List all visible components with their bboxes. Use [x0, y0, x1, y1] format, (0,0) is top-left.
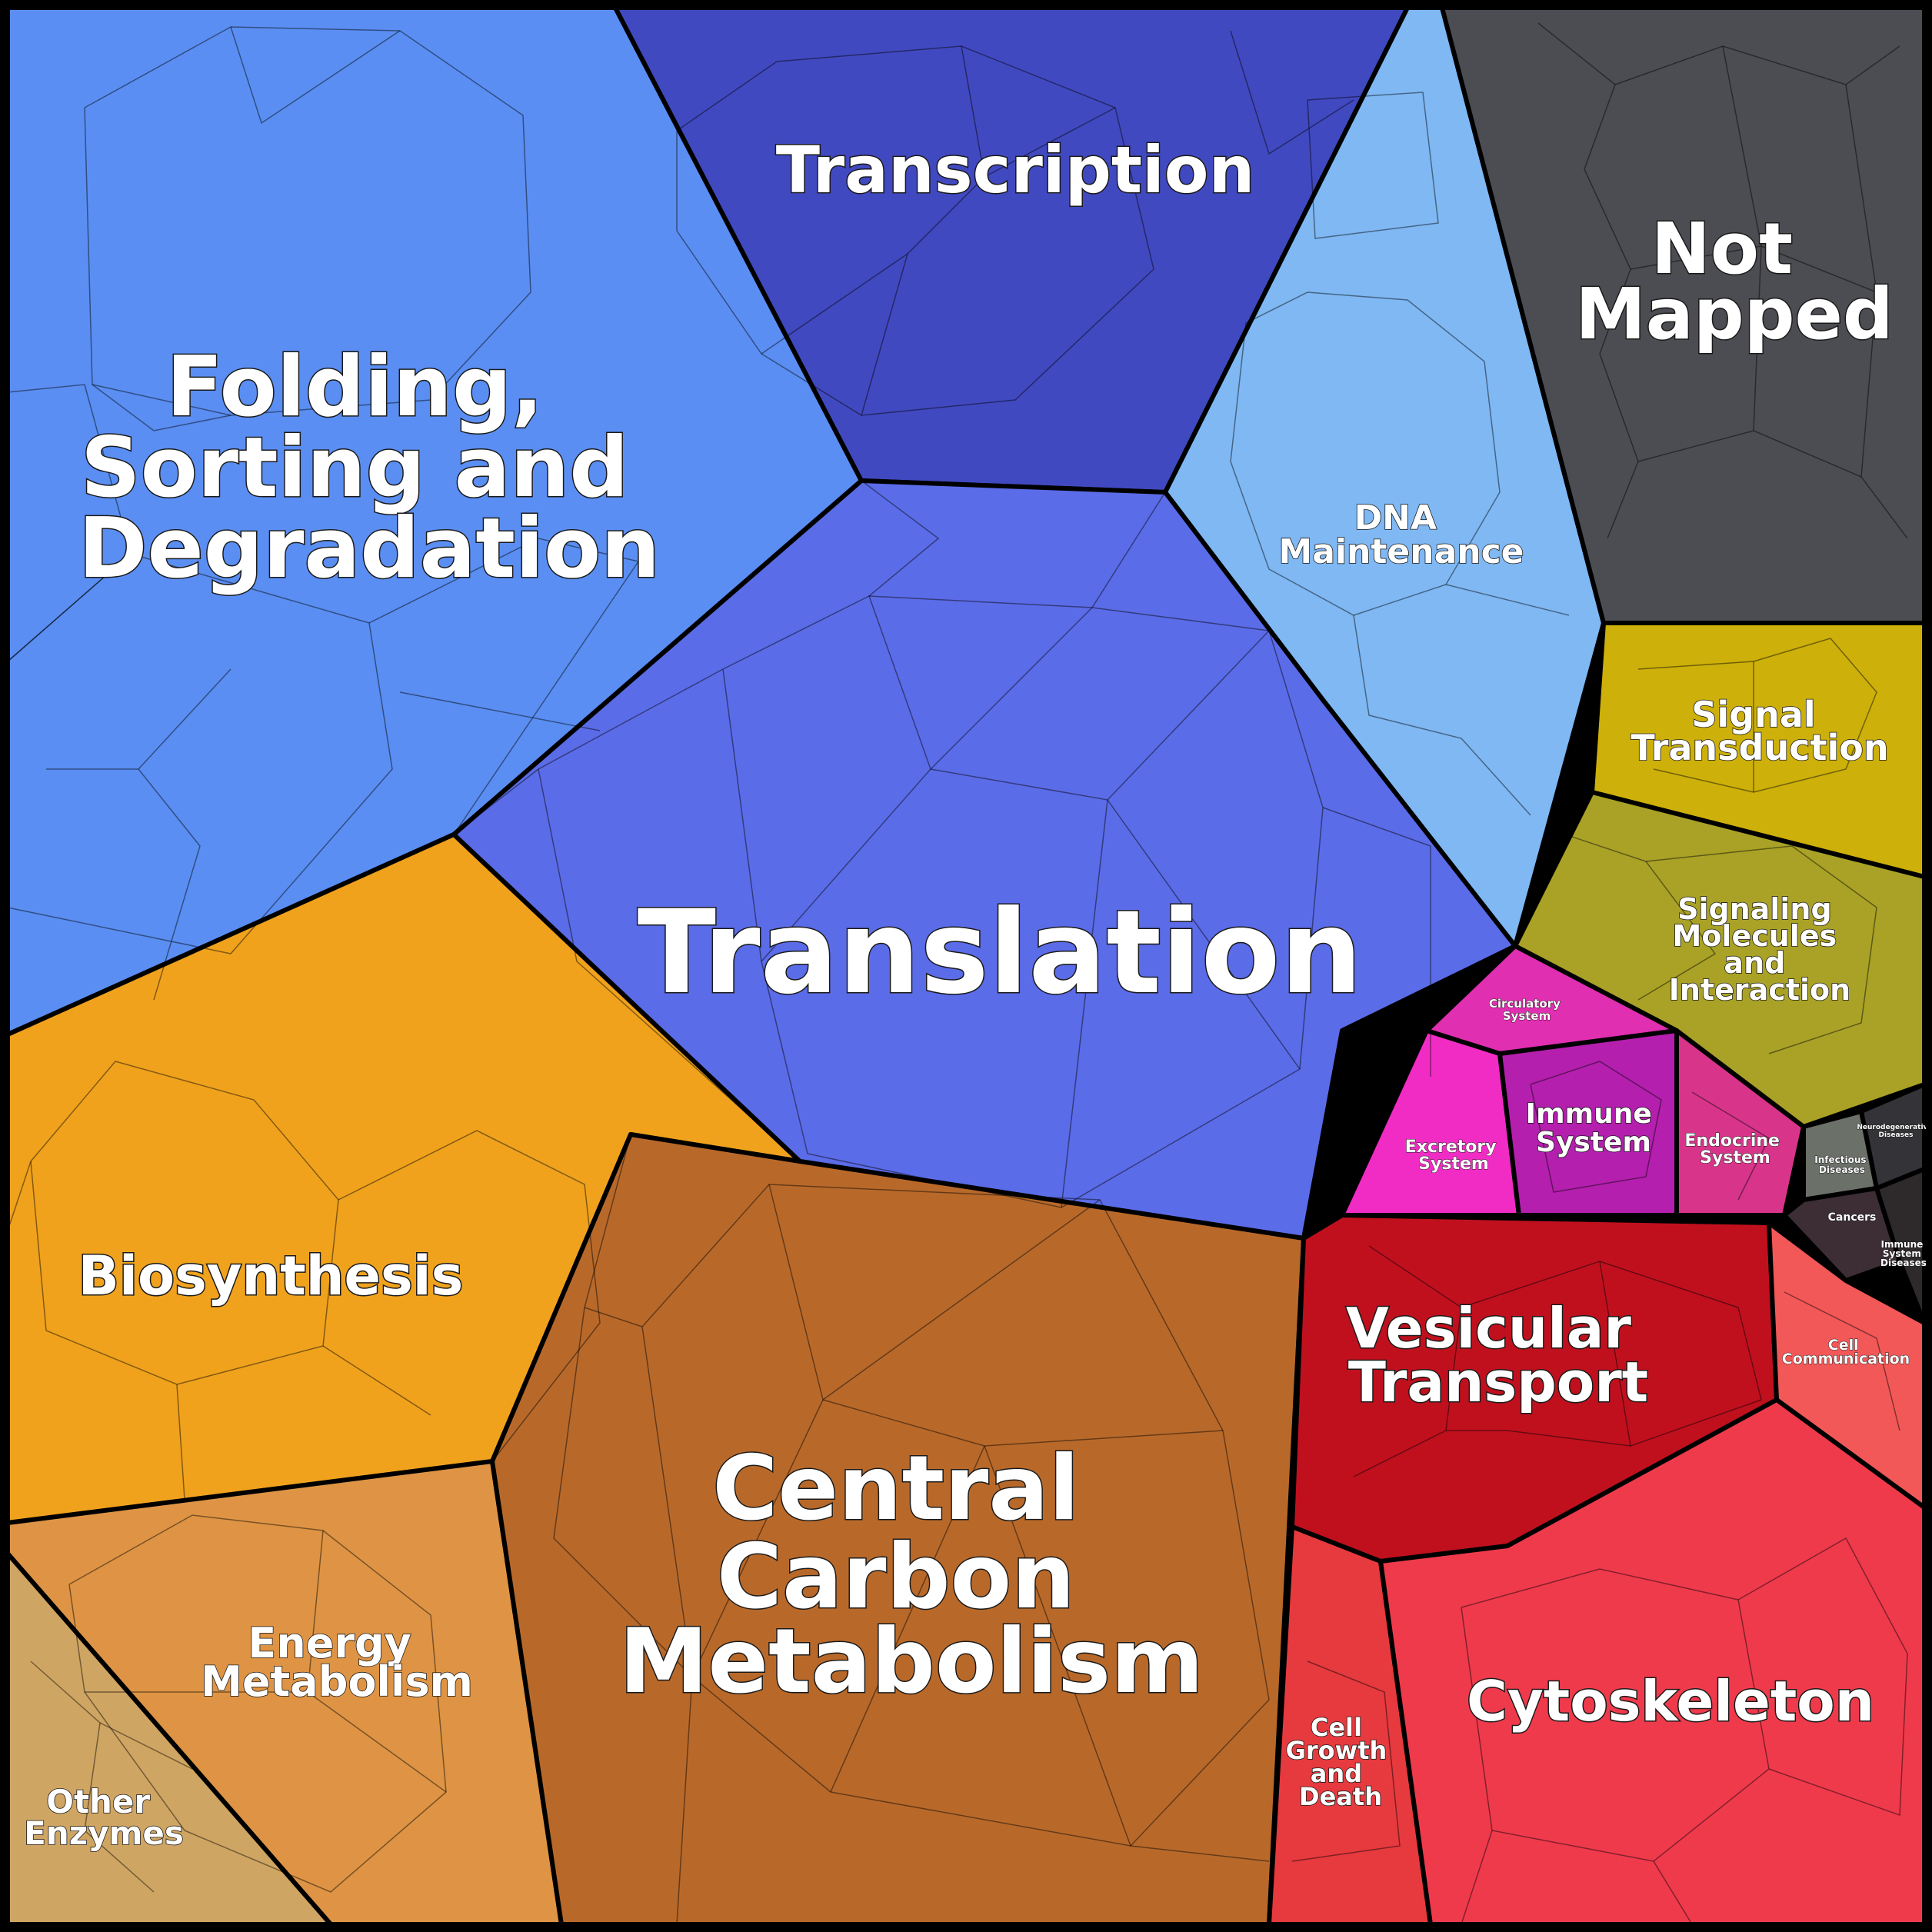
label-translation: Translation: [638, 886, 1363, 1020]
labels: Folding, Sorting and Degradation Transcr…: [23, 132, 1932, 1853]
label-central-carbon-metabolism: Central Carbon Metabolism: [619, 1437, 1204, 1714]
label-cancers: Cancers: [1828, 1211, 1877, 1224]
label-signal-transduction: Signal Transduction: [1631, 694, 1888, 768]
region-cancers[interactable]: [1782, 1186, 1902, 1283]
label-biosynthesis: Biosynthesis: [78, 1244, 464, 1307]
region-cell-communication[interactable]: [1767, 1221, 1927, 1510]
label-dna-maintenance: DNA Maintenance: [1278, 498, 1524, 571]
label-signaling-molecules: Signaling Molecules and Interaction: [1669, 892, 1850, 1007]
label-immune-system-diseases: Immune System Diseases: [1880, 1239, 1927, 1268]
label-cell-communication: Cell Communication: [1782, 1337, 1910, 1367]
label-neurodegenerative-diseases: Neurodegenerative Diseases: [1857, 1124, 1932, 1139]
label-transcription: Transcription: [776, 132, 1255, 208]
label-energy-metabolism: Energy Metabolism: [201, 1619, 473, 1706]
label-cell-growth-and-death: Cell Growth and Death: [1286, 1713, 1396, 1811]
label-infectious-diseases: Infectious Diseases: [1814, 1154, 1869, 1175]
label-endocrine-system: Endocrine System: [1684, 1131, 1785, 1168]
region-other-enzymes[interactable]: [5, 1551, 333, 1927]
region-energy-metabolism[interactable]: [5, 1459, 564, 1927]
label-folding: Folding, Sorting and Degradation: [78, 339, 660, 597]
label-not-mapped: Not Mapped: [1575, 208, 1894, 355]
subcell-texture: [7, 22, 1908, 1925]
label-vesicular-transport: Vesicular Transport: [1346, 1296, 1651, 1414]
label-excretory-system: Excretory System: [1405, 1138, 1503, 1174]
region-cytoskeleton[interactable]: [1378, 1397, 1927, 1927]
label-cytoskeleton: Cytoskeleton: [1467, 1669, 1874, 1734]
label-circulatory-system: Circulatory System: [1489, 997, 1564, 1023]
label-other-enzymes: Other Enzymes: [24, 1783, 184, 1852]
label-immune-system: Immune System: [1526, 1098, 1662, 1158]
